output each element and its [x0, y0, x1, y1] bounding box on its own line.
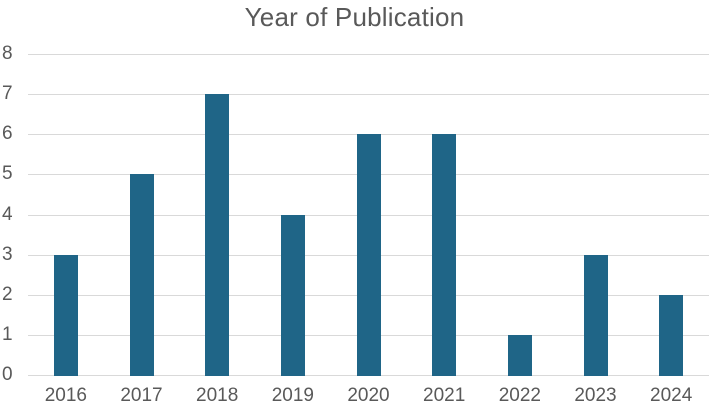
x-axis-tick-label: 2022 — [498, 385, 541, 406]
bar — [356, 134, 381, 376]
y-axis-tick-label: 8 — [2, 43, 13, 64]
x-axis-tick-label: 2023 — [574, 385, 617, 406]
bar — [53, 254, 78, 376]
y-axis-tick-label: 1 — [2, 323, 13, 345]
x-axis-tick-label: 2016 — [44, 385, 87, 406]
y-axis-tick-label: 0 — [2, 364, 13, 385]
y-axis-tick-label: 3 — [2, 243, 13, 265]
x-axis-tick-label: 2019 — [271, 385, 314, 406]
x-axis-tick-label: 2024 — [650, 385, 693, 406]
y-axis-tick-label: 5 — [2, 163, 13, 185]
x-axis-tick-label: 2021 — [423, 385, 466, 406]
x-axis-tick-label: 2017 — [120, 385, 163, 406]
bar — [583, 254, 608, 376]
gridline — [28, 54, 709, 55]
plot-area — [28, 54, 709, 376]
chart-title: Year of Publication — [244, 2, 465, 32]
bar — [507, 334, 532, 376]
bar — [129, 174, 154, 376]
bar — [432, 134, 457, 376]
y-axis-tick-label: 7 — [2, 83, 13, 105]
x-axis-tick-label: 2020 — [347, 385, 390, 406]
bar — [659, 294, 684, 376]
bar — [205, 94, 230, 376]
y-axis-tick-label: 2 — [2, 283, 13, 305]
gridline — [28, 94, 709, 96]
x-axis-tick-label: 2018 — [196, 385, 239, 406]
y-axis-tick-label: 4 — [2, 203, 13, 225]
y-axis-tick-label: 6 — [2, 123, 13, 145]
bar — [280, 214, 305, 376]
